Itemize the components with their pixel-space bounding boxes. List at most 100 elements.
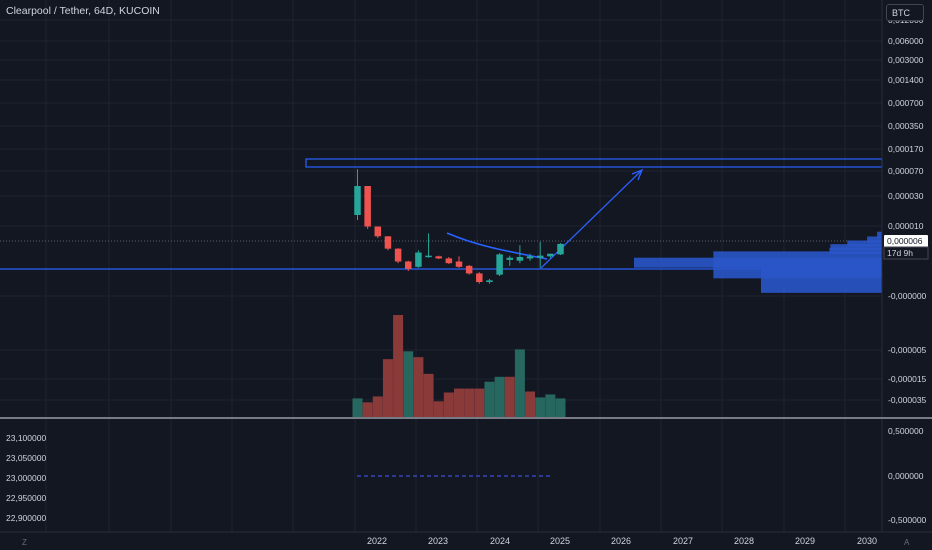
- candle: [486, 278, 493, 284]
- sub-left-tick-label: 22,950000: [6, 493, 46, 503]
- last-price-badge: [884, 235, 928, 247]
- volume-bar: [362, 402, 373, 418]
- candle: [496, 253, 503, 277]
- price-tick-label: 0,001400: [888, 75, 924, 85]
- projection-arrowhead: [631, 168, 644, 181]
- sub-left-tick-label: 22,900000: [6, 513, 46, 523]
- candle: [445, 257, 453, 265]
- candle-body: [557, 243, 564, 255]
- volume-bar: [545, 394, 556, 418]
- sub-left-tick-label: 23,050000: [6, 453, 46, 463]
- price-tick-label: 0,003000: [888, 55, 924, 65]
- projection-arrow: [540, 170, 642, 269]
- auto-scale-button[interactable]: A: [904, 538, 910, 547]
- sub-right-tick-label: 0,000000: [888, 471, 924, 481]
- volume-bar: [382, 359, 393, 418]
- volume-bar: [423, 373, 434, 418]
- time-tick-label: 2023: [428, 536, 448, 546]
- candle-body: [547, 253, 554, 257]
- volume-bar: [494, 376, 505, 418]
- timezone-button[interactable]: Z: [22, 538, 27, 547]
- chart-title: Clearpool / Tether, 64D, KUCOIN: [6, 5, 160, 17]
- candle: [435, 255, 442, 260]
- candle-body: [384, 236, 392, 249]
- candle-body: [465, 265, 473, 274]
- price-tick-label: 0,000030: [888, 191, 924, 201]
- candle: [374, 226, 382, 239]
- sub-left-tick-label: 23,000000: [6, 473, 46, 483]
- sub-right-tick-label: 0,500000: [888, 426, 924, 436]
- candle: [476, 272, 483, 284]
- candle-body: [364, 186, 371, 227]
- candlestick-series: [354, 169, 564, 284]
- candle-body: [455, 261, 463, 267]
- candle-body: [354, 186, 361, 216]
- time-tick-label: 2030: [857, 536, 877, 546]
- price-tick-label: 0,000010: [888, 221, 924, 231]
- candle: [384, 236, 392, 251]
- volume-bar: [484, 381, 495, 418]
- currency-button[interactable]: BTC: [886, 4, 924, 21]
- countdown-label: 17d 9h: [887, 248, 913, 258]
- volume-profile-row: [830, 244, 882, 251]
- volume-profile-row: [867, 236, 882, 243]
- time-tick-label: 2027: [673, 536, 693, 546]
- candle: [405, 260, 412, 272]
- time-tick-label: 2025: [550, 536, 570, 546]
- last-price-label: 0,000006: [887, 236, 923, 246]
- candle: [364, 186, 371, 229]
- volume-bar: [555, 398, 566, 418]
- candle-body: [476, 273, 483, 282]
- volume-profile-row: [877, 231, 882, 238]
- price-tick-label: 0,000700: [888, 98, 924, 108]
- candle-body: [415, 252, 422, 267]
- countdown-badge: [883, 246, 929, 260]
- sub-pane-indicator: 23,100000 23,050000 23,000000 22,950000 22,9…: [6, 426, 927, 525]
- volume-bar: [443, 392, 454, 418]
- volume-bar: [372, 396, 383, 418]
- volume-profile-row: [829, 247, 882, 254]
- candle: [526, 253, 534, 261]
- candle-body: [486, 280, 493, 282]
- volume-bar: [413, 357, 424, 418]
- volume-profile-row: [634, 257, 882, 268]
- resistance-rectangle: [305, 158, 883, 168]
- volume-bar: [474, 388, 485, 418]
- candle: [557, 243, 564, 256]
- volume-bar: [464, 388, 475, 418]
- price-tick-label: 0,006000: [888, 36, 924, 46]
- sub-left-tick-label: 23,100000: [6, 433, 46, 443]
- candle-body: [445, 258, 453, 264]
- rounding-curve: [446, 232, 548, 260]
- candle: [354, 169, 361, 221]
- candle: [415, 250, 422, 268]
- price-tick-label: -0,000005: [888, 345, 927, 355]
- time-tick-label: 2026: [611, 536, 631, 546]
- candle: [394, 248, 402, 264]
- time-tick-label: 2028: [734, 536, 754, 546]
- candle-body: [374, 226, 382, 237]
- sub-right-tick-label: -0,500000: [888, 515, 927, 525]
- candle-body: [405, 261, 412, 269]
- price-tick-label: 0,000350: [888, 121, 924, 131]
- candle-body: [526, 256, 534, 259]
- candle-body: [394, 248, 402, 262]
- price-tick-label: -0,000015: [888, 374, 927, 384]
- volume-bar: [403, 351, 414, 418]
- time-tick-label: 2029: [795, 536, 815, 546]
- candle-body: [496, 254, 503, 275]
- volume-profile-row: [847, 240, 882, 247]
- price-tick-label: 0,000070: [888, 166, 924, 176]
- volume-bar: [535, 397, 546, 418]
- price-tick-label: -0,000035: [888, 395, 927, 405]
- volume-bar: [454, 388, 464, 418]
- candle: [506, 255, 513, 266]
- candle-body: [506, 257, 513, 260]
- time-tick-label: 2024: [490, 536, 510, 546]
- candle: [536, 241, 544, 268]
- candle-body: [516, 257, 524, 261]
- candle: [547, 253, 554, 258]
- volume-bar: [504, 376, 515, 418]
